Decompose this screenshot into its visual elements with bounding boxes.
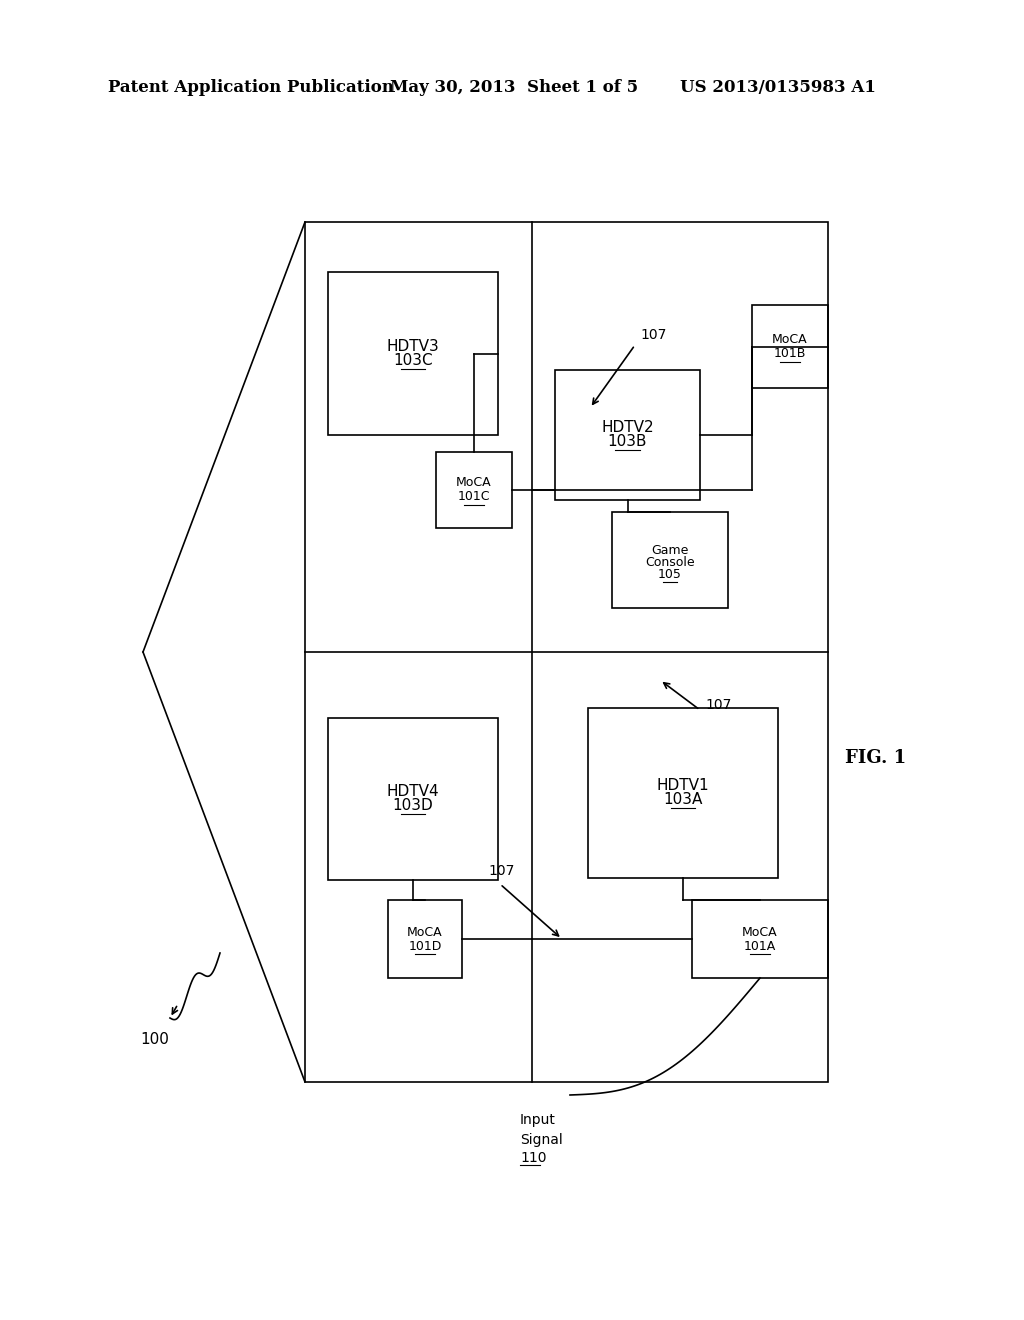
- Text: May 30, 2013  Sheet 1 of 5: May 30, 2013 Sheet 1 of 5: [390, 79, 638, 96]
- Bar: [436, 451, 512, 528]
- Text: US 2013/0135983 A1: US 2013/0135983 A1: [680, 79, 876, 96]
- Text: Signal: Signal: [520, 1133, 563, 1147]
- Bar: [328, 718, 498, 880]
- Bar: [305, 222, 828, 1082]
- Text: 101C: 101C: [458, 491, 490, 503]
- Text: 103C: 103C: [393, 352, 433, 368]
- Text: 107: 107: [488, 865, 514, 878]
- Text: Game: Game: [651, 544, 689, 557]
- Text: MoCA: MoCA: [456, 477, 492, 490]
- Text: 110: 110: [520, 1151, 547, 1166]
- Bar: [612, 512, 728, 609]
- Bar: [692, 900, 828, 978]
- Text: 107: 107: [640, 327, 667, 342]
- Text: 100: 100: [140, 1032, 169, 1048]
- Text: FIG. 1: FIG. 1: [845, 748, 906, 767]
- Text: Console: Console: [645, 556, 695, 569]
- Text: 103A: 103A: [664, 792, 702, 808]
- Text: HDTV2: HDTV2: [601, 421, 653, 436]
- Bar: [555, 370, 700, 500]
- Text: 101D: 101D: [409, 940, 441, 953]
- Text: Input: Input: [520, 1113, 556, 1127]
- Text: 107: 107: [705, 698, 731, 711]
- Bar: [388, 900, 462, 978]
- Text: 103B: 103B: [608, 434, 647, 450]
- Text: MoCA: MoCA: [742, 925, 778, 939]
- Text: 103D: 103D: [392, 799, 433, 813]
- Text: 101A: 101A: [743, 940, 776, 953]
- Bar: [328, 272, 498, 436]
- Text: MoCA: MoCA: [772, 333, 808, 346]
- Text: MoCA: MoCA: [408, 925, 442, 939]
- Text: HDTV3: HDTV3: [387, 339, 439, 354]
- Text: 101B: 101B: [774, 347, 806, 360]
- Text: HDTV1: HDTV1: [656, 779, 710, 793]
- Bar: [588, 708, 778, 878]
- Text: 105: 105: [658, 568, 682, 581]
- Bar: [752, 305, 828, 388]
- Text: Patent Application Publication: Patent Application Publication: [108, 79, 394, 96]
- Text: HDTV4: HDTV4: [387, 784, 439, 800]
